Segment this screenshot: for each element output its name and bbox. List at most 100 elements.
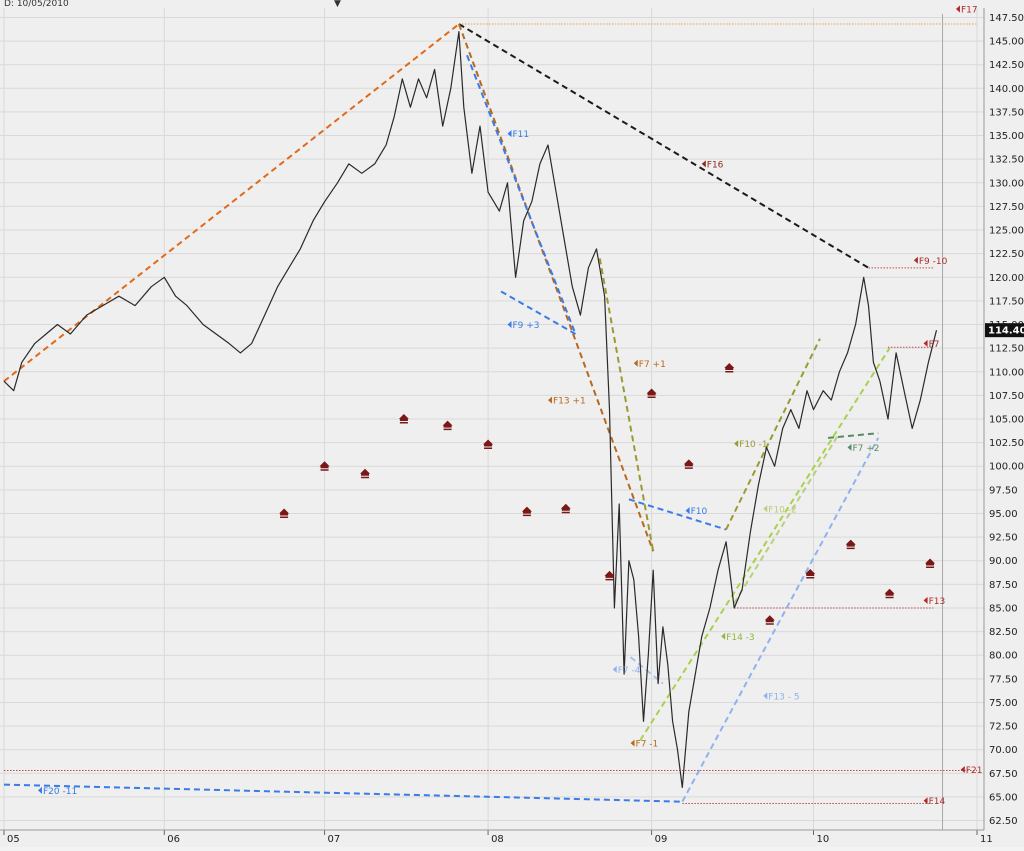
marker [360, 468, 371, 479]
y-tick-label: 87.50 [989, 580, 1018, 591]
y-tick-label: 95.00 [989, 509, 1018, 520]
y-tick-label: 137.50 [989, 107, 1024, 118]
annotation-flag [960, 766, 965, 774]
annotation-label: F9 -10 [919, 257, 948, 267]
y-tick-label: 130.00 [989, 178, 1024, 189]
marker [319, 461, 330, 471]
y-tick-label: 120.00 [989, 273, 1024, 284]
x-tick-label: 08 [491, 834, 504, 845]
marker [604, 570, 615, 581]
annotation-flag [763, 692, 768, 700]
annotation-label: F10 -1 [739, 440, 767, 450]
y-tick-label: 102.50 [989, 438, 1024, 449]
trend-line [500, 290, 576, 335]
last-price-badge [985, 323, 1024, 338]
marker [521, 506, 532, 517]
marker [442, 420, 453, 431]
y-tick-label: 145.00 [989, 37, 1024, 48]
marker [845, 539, 856, 550]
y-tick-label: 100.00 [989, 462, 1024, 473]
grid [0, 8, 984, 830]
annotation-flag [923, 339, 928, 347]
x-tick-label: 11 [980, 834, 993, 845]
annotation-label: F7 [929, 340, 940, 350]
annotation-flag [847, 443, 852, 451]
marker [764, 615, 775, 625]
header-date: D: 10/05/2010 [4, 0, 69, 9]
marker [925, 558, 936, 569]
horizontal-levels [4, 23, 977, 805]
axes: 62.50 65.00 67.50 70.00 72.50 75.00 77.50 80.00… [0, 8, 1024, 845]
annotation-label: F13 [929, 597, 946, 607]
price-series [3, 31, 938, 789]
trend-line [628, 498, 727, 531]
annotation-label: F7 +1 [639, 360, 666, 370]
annotation-flag [507, 321, 512, 329]
annotation-label: F10 -2 [768, 505, 796, 515]
trend-lines [3, 23, 891, 803]
y-tick-label: 77.50 [989, 674, 1018, 685]
marker [279, 508, 290, 518]
y-tick-label: 72.50 [989, 722, 1018, 733]
annotation-flag [734, 440, 739, 448]
y-tick-label: 107.50 [989, 391, 1024, 402]
annotation-label: F10 [691, 507, 708, 517]
y-tick-label: 90.00 [989, 556, 1018, 567]
trend-line [681, 437, 880, 803]
marker [805, 568, 816, 579]
y-tick-label: 75.00 [989, 698, 1018, 709]
y-tick-label: 70.00 [989, 745, 1018, 756]
marker [884, 588, 895, 599]
annotation-label: F17 [961, 5, 978, 15]
annotation-label: F9 +3 [512, 321, 539, 331]
y-tick-label: 147.50 [989, 13, 1024, 24]
annotation-flag [923, 596, 928, 604]
price-line [3, 31, 938, 789]
y-tick-label: 105.00 [989, 415, 1024, 426]
annotation-flag [923, 797, 928, 805]
trend-line [3, 783, 683, 803]
y-tick-label: 82.50 [989, 627, 1018, 638]
annotation-label: F7 -1 [636, 740, 659, 750]
y-tick-label: 135.00 [989, 131, 1024, 142]
marker [683, 459, 694, 469]
trend-line [639, 347, 891, 741]
annotation-label: F20 -11 [43, 787, 77, 797]
marker [483, 439, 494, 450]
x-tick-label: 05 [7, 834, 20, 845]
y-tick-label: 140.00 [989, 84, 1024, 95]
annotation-flag [721, 632, 726, 640]
annotation-label: F7 +2 [852, 444, 879, 454]
annotation-label: F14 [929, 797, 946, 807]
trend-line [827, 432, 879, 439]
y-tick-label: 122.50 [989, 249, 1024, 260]
annotation-flag [547, 396, 552, 404]
annotation-flag [955, 5, 960, 13]
annotation-flag [507, 130, 512, 138]
x-tick-label: 07 [328, 834, 341, 845]
annotation-label: F7 -4 [618, 666, 641, 676]
marker [560, 503, 571, 514]
x-tick-label: 09 [655, 834, 668, 845]
y-tick-label: 127.50 [989, 202, 1024, 213]
marker [724, 362, 735, 373]
y-tick-label: 62.50 [989, 816, 1018, 827]
y-tick-label: 65.00 [989, 792, 1018, 803]
annotation-label: F16 [707, 160, 724, 170]
x-tick-label: 06 [167, 834, 180, 845]
markers [279, 362, 936, 625]
trend-line [725, 338, 821, 530]
annotation-label: F11 [512, 130, 529, 140]
marker [398, 414, 409, 424]
y-tick-label: 85.00 [989, 603, 1018, 614]
y-tick-label: 92.50 [989, 533, 1018, 544]
y-tick-label: 125.00 [989, 226, 1024, 237]
annotations: F17 F16 F11 F9 -10 F9 +3 F7 F7 +1 F13 +1 F10 -1 F… [37, 5, 982, 807]
y-tick-label: 142.50 [989, 60, 1024, 71]
y-tick-label: 80.00 [989, 651, 1018, 662]
y-tick-label: 117.50 [989, 296, 1024, 307]
header-marker: ▼ [334, 0, 341, 9]
x-tick-label: 10 [816, 834, 829, 845]
